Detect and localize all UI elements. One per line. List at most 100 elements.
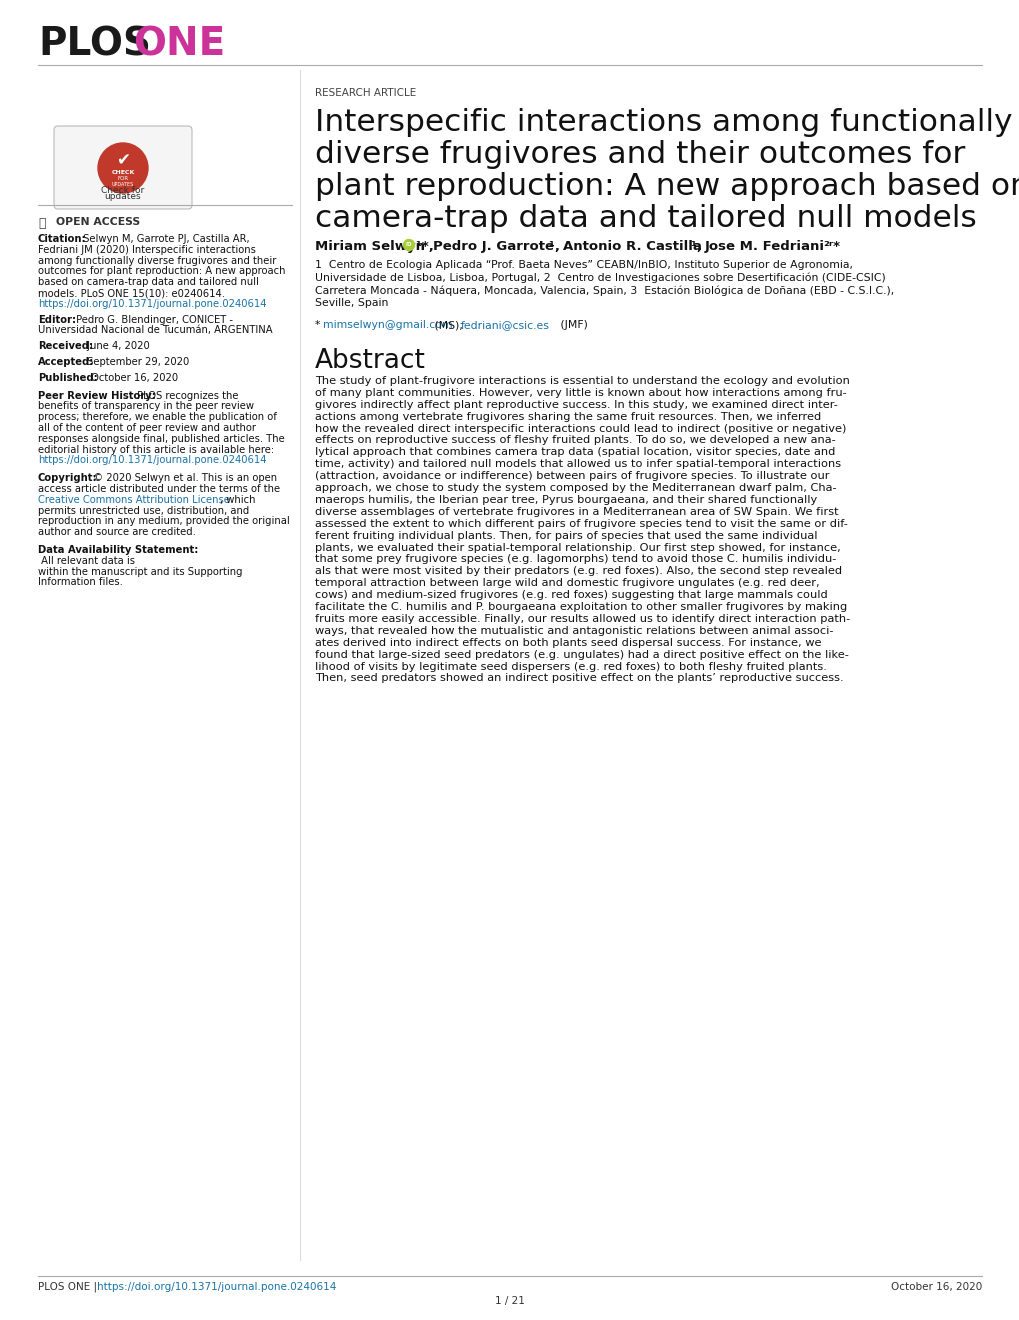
Text: lytical approach that combines camera trap data (spatial location, visitor speci: lytical approach that combines camera tr… [315, 447, 835, 458]
Text: als that were most visited by their predators (e.g. red foxes). Also, the second: als that were most visited by their pred… [315, 566, 842, 577]
Text: ¹,: ¹, [548, 240, 565, 253]
Text: Miriam Selwyn: Miriam Selwyn [315, 240, 425, 253]
FancyBboxPatch shape [54, 125, 192, 209]
Text: ates derived into indirect effects on both plants seed dispersal success. For in: ates derived into indirect effects on bo… [315, 638, 820, 648]
Text: https://doi.org/10.1371/journal.pone.0240614: https://doi.org/10.1371/journal.pone.024… [38, 455, 266, 466]
Text: ✔: ✔ [116, 150, 129, 169]
Text: approach, we chose to study the system composed by the Mediterranean dwarf palm,: approach, we chose to study the system c… [315, 483, 836, 494]
Text: process; therefore, we enable the publication of: process; therefore, we enable the public… [38, 412, 276, 422]
Text: (JMF): (JMF) [556, 319, 587, 330]
Text: Data Availability Statement:: Data Availability Statement: [38, 545, 198, 554]
Text: among functionally diverse frugivores and their: among functionally diverse frugivores an… [38, 256, 276, 265]
Text: https://doi.org/10.1371/journal.pone.0240614: https://doi.org/10.1371/journal.pone.024… [97, 1282, 336, 1292]
Text: lihood of visits by legitimate seed dispersers (e.g. red foxes) to both fleshy f: lihood of visits by legitimate seed disp… [315, 661, 826, 672]
Text: found that large-sized seed predators (e.g. ungulates) had a direct positive eff: found that large-sized seed predators (e… [315, 649, 848, 660]
Text: assessed the extent to which different pairs of frugivore species tend to visit : assessed the extent to which different p… [315, 519, 847, 529]
Text: 🔓: 🔓 [38, 216, 46, 230]
Text: , which: , which [220, 495, 255, 504]
Text: 1  Centro de Ecologia Aplicada “Prof. Baeta Neves” CEABN/InBIO, Instituto Superi: 1 Centro de Ecologia Aplicada “Prof. Bae… [315, 260, 852, 271]
Text: Citation:: Citation: [38, 234, 87, 244]
Text: actions among vertebrate frugivores sharing the same fruit resources. Then, we i: actions among vertebrate frugivores shar… [315, 412, 820, 421]
Text: Seville, Spain: Seville, Spain [315, 297, 388, 308]
Text: ferent fruiting individual plants. Then, for pairs of species that used the same: ferent fruiting individual plants. Then,… [315, 531, 816, 541]
Text: plant reproduction: A new approach based on: plant reproduction: A new approach based… [315, 172, 1019, 201]
Text: Pedro J. Garrote: Pedro J. Garrote [433, 240, 553, 253]
Text: ONE: ONE [132, 25, 225, 63]
Text: https://doi.org/10.1371/journal.pone.0240614: https://doi.org/10.1371/journal.pone.024… [38, 298, 266, 309]
Text: benefits of transparency in the peer review: benefits of transparency in the peer rev… [38, 401, 254, 412]
Text: Published:: Published: [38, 372, 98, 383]
Text: All relevant data is: All relevant data is [38, 556, 135, 566]
Text: *: * [315, 319, 324, 330]
Text: based on camera-trap data and tailored null: based on camera-trap data and tailored n… [38, 277, 259, 288]
Text: fedriani@csic.es: fedriani@csic.es [461, 319, 549, 330]
Text: how the revealed direct interspecific interactions could lead to indirect (posit: how the revealed direct interspecific in… [315, 424, 846, 433]
Text: PLOS ONE |: PLOS ONE | [38, 1282, 100, 1292]
Text: Selwyn M, Garrote PJ, Castilla AR,: Selwyn M, Garrote PJ, Castilla AR, [79, 234, 250, 244]
Text: permits unrestricted use, distribution, and: permits unrestricted use, distribution, … [38, 506, 249, 516]
Text: PLOS recognizes the: PLOS recognizes the [133, 391, 238, 400]
Text: reproduction in any medium, provided the original: reproduction in any medium, provided the… [38, 516, 289, 527]
Text: camera-trap data and tailored null models: camera-trap data and tailored null model… [315, 205, 976, 234]
Text: Accepted:: Accepted: [38, 356, 95, 367]
Text: fruits more easily accessible. Finally, our results allowed us to identify direc: fruits more easily accessible. Finally, … [315, 614, 850, 624]
Text: October 16, 2020: October 16, 2020 [890, 1282, 981, 1292]
Text: ¹,: ¹, [690, 240, 706, 253]
Text: iD: iD [406, 243, 412, 248]
Text: PLOS: PLOS [38, 25, 151, 63]
Text: ¹*,: ¹*, [416, 240, 438, 253]
Text: author and source are credited.: author and source are credited. [38, 527, 196, 537]
Text: Editor:: Editor: [38, 314, 76, 325]
Text: Jose M. Fedriani: Jose M. Fedriani [704, 240, 824, 253]
Text: Abstract: Abstract [315, 348, 426, 374]
Text: effects on reproductive success of fleshy fruited plants. To do so, we developed: effects on reproductive success of flesh… [315, 436, 835, 445]
Text: mimselwyn@gmail.com: mimselwyn@gmail.com [323, 319, 452, 330]
Text: CHECK: CHECK [111, 169, 135, 174]
Text: (MS);: (MS); [431, 319, 466, 330]
Text: Fedriani JM (2020) Interspecific interactions: Fedriani JM (2020) Interspecific interac… [38, 244, 256, 255]
Text: Received:: Received: [38, 341, 93, 351]
Text: FOR: FOR [117, 177, 128, 181]
Text: June 4, 2020: June 4, 2020 [84, 341, 150, 351]
Circle shape [98, 143, 148, 193]
Text: time, activity) and tailored null models that allowed us to infer spatial-tempor: time, activity) and tailored null models… [315, 459, 841, 470]
Text: Antonio R. Castilla: Antonio R. Castilla [562, 240, 701, 253]
Text: October 16, 2020: October 16, 2020 [88, 372, 178, 383]
Text: all of the content of peer review and author: all of the content of peer review and au… [38, 422, 256, 433]
Text: diverse assemblages of vertebrate frugivores in a Mediterranean area of SW Spain: diverse assemblages of vertebrate frugiv… [315, 507, 838, 517]
Text: Universidad Nacional de Tucumán, ARGENTINA: Universidad Nacional de Tucumán, ARGENTI… [38, 326, 272, 335]
Text: within the manuscript and its Supporting: within the manuscript and its Supporting [38, 566, 243, 577]
Text: Universidade de Lisboa, Lisboa, Portugal, 2  Centro de Investigaciones sobre Des: Universidade de Lisboa, Lisboa, Portugal… [315, 272, 884, 282]
Text: OPEN ACCESS: OPEN ACCESS [56, 216, 140, 227]
Text: 1 / 21: 1 / 21 [494, 1296, 525, 1305]
Text: Copyright:: Copyright: [38, 473, 98, 483]
Text: facilitate the C. humilis and P. bourgaeana exploitation to other smaller frugiv: facilitate the C. humilis and P. bourgae… [315, 602, 847, 612]
Text: The study of plant-frugivore interactions is essential to understand the ecology: The study of plant-frugivore interaction… [315, 376, 849, 385]
Circle shape [404, 239, 414, 251]
Text: Pedro G. Blendinger, CONICET -: Pedro G. Blendinger, CONICET - [73, 314, 232, 325]
Text: updates: updates [105, 191, 142, 201]
Text: RESEARCH ARTICLE: RESEARCH ARTICLE [315, 88, 416, 98]
Text: Information files.: Information files. [38, 577, 122, 587]
Text: Peer Review History:: Peer Review History: [38, 391, 156, 400]
Text: Then, seed predators showed an indirect positive effect on the plants’ reproduct: Then, seed predators showed an indirect … [315, 673, 843, 684]
Text: September 29, 2020: September 29, 2020 [84, 356, 190, 367]
Text: ways, that revealed how the mutualistic and antagonistic relations between anima: ways, that revealed how the mutualistic … [315, 626, 833, 636]
Text: © 2020 Selwyn et al. This is an open: © 2020 Selwyn et al. This is an open [90, 473, 277, 483]
Text: UPDATES: UPDATES [112, 182, 133, 187]
Text: that some prey frugivore species (e.g. lagomorphs) tend to avoid those C. humili: that some prey frugivore species (e.g. l… [315, 554, 836, 565]
Circle shape [103, 148, 143, 187]
Text: of many plant communities. However, very little is known about how interactions : of many plant communities. However, very… [315, 388, 846, 397]
Text: Creative Commons Attribution License: Creative Commons Attribution License [38, 495, 229, 504]
Text: temporal attraction between large wild and domestic frugivore ungulates (e.g. re: temporal attraction between large wild a… [315, 578, 819, 589]
Text: outcomes for plant reproduction: A new approach: outcomes for plant reproduction: A new a… [38, 267, 285, 276]
Text: plants, we evaluated their spatial-temporal relationship. Our first step showed,: plants, we evaluated their spatial-tempo… [315, 543, 840, 553]
Text: ²ʳ*: ²ʳ* [822, 240, 840, 253]
Text: editorial history of this article is available here:: editorial history of this article is ava… [38, 445, 274, 454]
Text: diverse frugivores and their outcomes for: diverse frugivores and their outcomes fo… [315, 140, 964, 169]
Text: Carretera Moncada - Náquera, Moncada, Valencia, Spain, 3  Estación Biológica de : Carretera Moncada - Náquera, Moncada, Va… [315, 285, 894, 296]
Text: givores indirectly affect plant reproductive success. In this study, we examined: givores indirectly affect plant reproduc… [315, 400, 837, 409]
Text: Interspecific interactions among functionally: Interspecific interactions among functio… [315, 108, 1012, 137]
Text: cows) and medium-sized frugivores (e.g. red foxes) suggesting that large mammals: cows) and medium-sized frugivores (e.g. … [315, 590, 827, 601]
Text: responses alongside final, published articles. The: responses alongside final, published art… [38, 434, 284, 444]
